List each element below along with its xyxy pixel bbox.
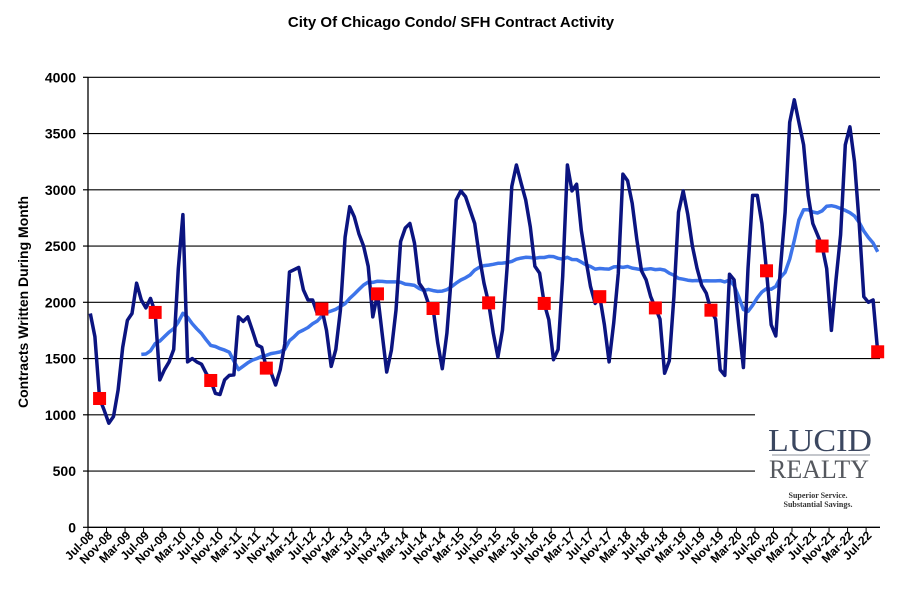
marker-point (593, 290, 607, 304)
y-axis-label: Contracts Written During Month (15, 196, 31, 408)
marker-point (259, 361, 273, 375)
logo-line2: REALTY (769, 455, 869, 484)
y-tick-label: 2500 (45, 238, 76, 254)
y-axis-ticks: 0 500 1000 1500 2000 2500 3000 3500 4000 (45, 69, 88, 535)
chart-title: City Of Chicago Condo/ SFH Contract Acti… (288, 14, 615, 31)
marker-point (537, 296, 551, 310)
x-axis-ticks: Jul-08Nov-08Mar-09Jul-09Nov-09Mar-10Jul-… (62, 527, 875, 567)
y-tick-label: 1500 (45, 351, 76, 367)
marker-group (93, 239, 885, 405)
series-line-monthly (88, 98, 880, 425)
marker-point (93, 391, 107, 405)
gridlines (88, 76, 880, 472)
y-tick-label: 0 (68, 519, 76, 535)
y-tick-label: 4000 (45, 69, 76, 85)
y-tick-label: 1000 (45, 407, 76, 423)
marker-point (370, 287, 384, 301)
y-tick-label: 3000 (45, 182, 76, 198)
lucid-realty-logo: LUCID REALTY Superior Service. Substanti… (768, 422, 872, 509)
marker-point (482, 296, 496, 310)
marker-point (148, 305, 162, 319)
y-tick-label: 2000 (45, 294, 76, 310)
marker-point (204, 373, 218, 387)
marker-point (315, 302, 329, 316)
series-group (88, 98, 880, 425)
logo-tagline2: Substantial Savings. (784, 500, 853, 509)
marker-point (426, 301, 440, 315)
logo-tagline1: Superior Service. (789, 491, 848, 500)
marker-point (648, 301, 662, 315)
y-tick-label: 500 (53, 463, 77, 479)
marker-point (815, 239, 829, 253)
marker-point (760, 264, 774, 278)
marker-point (871, 345, 885, 359)
y-tick-label: 3500 (45, 126, 76, 142)
logo-line1: LUCID (768, 422, 872, 458)
marker-point (704, 303, 718, 317)
